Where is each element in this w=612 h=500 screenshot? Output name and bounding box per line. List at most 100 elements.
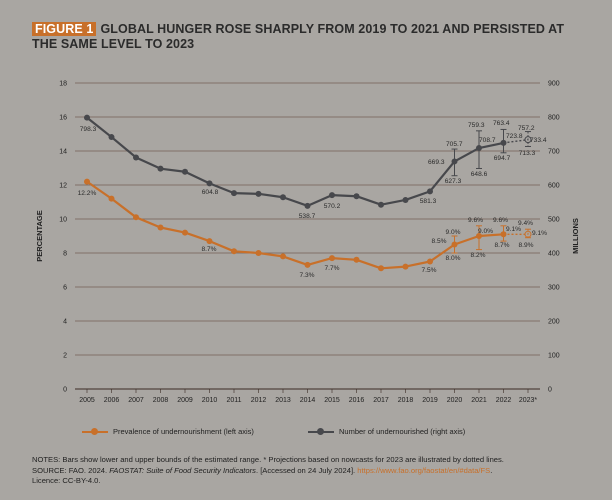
nou-data-label: 604.8 [202,189,219,196]
pou-point [133,214,139,221]
pou-point [255,250,262,256]
nou-data-label: 798.3 [80,126,97,133]
y-tick-right: 300 [548,285,560,292]
y-axis-title-left: PERCENTAGE [35,210,44,262]
y-axis-title-right: MILLIONS [571,218,580,254]
y-tick-left: 10 [59,217,67,224]
data-labels: 12.2%8.7%7.3%7.7% 7.5%8.0%9.0%8.5%9.0%9.6… [78,120,548,279]
nou-data-label: 538.7 [299,213,316,220]
nou-point [255,190,262,197]
legend-nou-swatch [308,427,334,435]
nou-point [476,145,482,152]
pou-data-label: 12.2% [78,190,97,197]
nou-point [500,139,507,146]
nou-point [231,190,237,197]
figure-label: FIGURE 1 [32,22,97,36]
pou-point [304,261,311,268]
y-tick-right: 800 [548,115,560,122]
x-tick-label: 2016 [349,397,365,404]
y-tick-left: 6 [63,285,67,292]
pou-data-label: 7.3% [299,272,314,279]
nou-data-label: 723.8 [506,133,523,140]
x-tick-label: 2013 [275,397,291,404]
pou-data-label: 9.0% [445,229,460,236]
x-tick-label: 2009 [177,397,193,404]
legend-pou-label: Prevalence of undernourishment (left axi… [113,427,254,436]
x-tick-label: 2022 [496,397,512,404]
pou-point [206,238,213,245]
legend-item-pou: Prevalence of undernourishment (left axi… [82,427,254,436]
pou-data-label: 9.6% [493,217,508,224]
x-tick-label: 2006 [104,397,120,404]
pou-point [280,253,286,260]
nou-point [304,202,311,209]
legend-pou-swatch [82,427,108,435]
x-tick-label: 2007 [128,397,144,404]
pou-point [451,241,458,248]
pou-point [182,229,188,236]
y-tick-right: 700 [548,149,560,156]
pou-data-label: 8.2% [470,252,485,259]
nou-point [451,158,458,165]
x-tick-label: 2010 [202,397,218,404]
y-tick-right: 900 [548,81,560,88]
nou-point [329,192,335,199]
y-tick-right: 600 [548,183,560,190]
pou-point [329,255,335,262]
notes: NOTES: Bars show lower and upper bounds … [32,455,592,487]
nou-data-label: 733.4 [530,137,547,144]
x-tick-label: 2005 [79,397,95,404]
x-tick-label: 2017 [373,397,389,404]
x-tick-label: 2019 [422,397,438,404]
nou-data-label: 763.4 [493,120,510,127]
pou-point [524,230,532,238]
y-tick-left: 18 [59,81,67,88]
x-tick-label: 2020 [447,397,463,404]
x-tick-label: 2011 [226,397,241,404]
nou-point [108,134,115,141]
pou-point [500,231,507,238]
pou-point [108,195,115,202]
x-tick-label: 2023* [519,397,538,404]
notes-line: NOTES: Bars show lower and upper bounds … [32,455,504,464]
nou-point [427,188,433,195]
y-tick-left: 12 [59,183,67,190]
nou-data-label: 713.3 [519,150,536,157]
title-text: GLOBAL HUNGER ROSE SHARPLY FROM 2019 TO … [32,22,565,51]
pou-point [378,265,384,272]
gridlines [75,82,540,390]
nou-line [86,116,504,207]
series [84,114,532,272]
source-line: SOURCE: FAO. 2024. FAOSTAT: Suite of Foo… [32,465,493,475]
pou-data-label: 8.5% [431,238,446,245]
nou-point [157,165,164,172]
source-link[interactable]: https://www.fao.org/faostat/en/#data/FS [357,465,491,475]
y-tick-left: 0 [63,387,67,394]
y-tick-right: 500 [548,217,560,224]
pou-data-label: 9.1% [506,226,521,233]
legend: Prevalence of undernourishment (left axi… [0,424,612,444]
legend-nou-label: Number of undernourished (right axis) [339,427,466,436]
pou-line [86,180,504,270]
axes: 0 2 4 6 8 10 12 14 16 18 0 100 200 300 400 500 600 700 800… [35,81,580,405]
pou-data-label: 8.7% [201,246,216,253]
y-tick-left: 16 [59,115,67,122]
y-tick-left: 2 [63,353,67,360]
nou-point [402,196,409,203]
nou-point [182,168,188,175]
x-tick-label: 2012 [251,397,267,404]
pou-point [231,248,237,255]
pou-data-label: 9.6% [468,217,483,224]
y-tick-left: 8 [63,251,67,258]
pou-point [402,263,409,270]
pou-point [476,233,482,239]
pou-data-label: 9.1% [532,230,547,237]
nou-data-label: 759.3 [468,122,485,129]
nou-data-label: 570.2 [324,203,341,210]
nou-point [353,193,360,200]
x-tick-label: 2014 [300,397,316,404]
nou-data-label: 694.7 [494,155,511,162]
pou-point [353,256,360,263]
nou-projection-line [503,138,529,144]
nou-data-label: 757.2 [518,125,535,132]
